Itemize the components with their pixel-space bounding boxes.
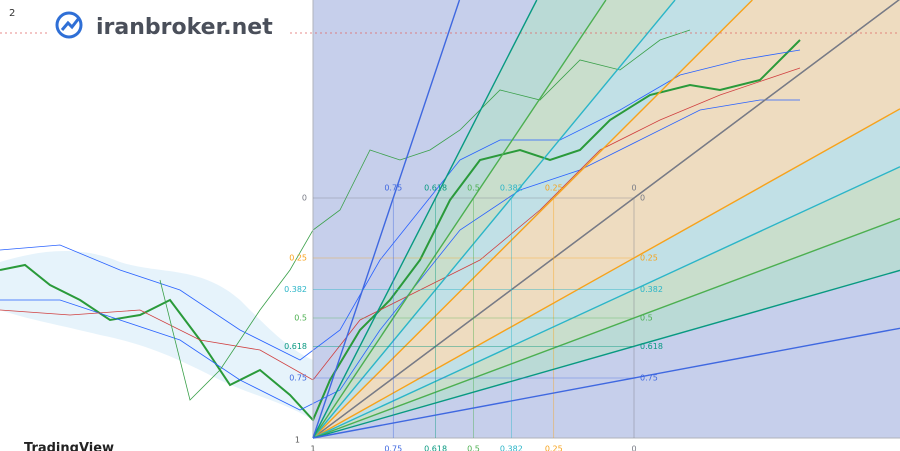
price-candles	[0, 39, 801, 422]
level-label-bottom: 0.5	[467, 445, 480, 451]
level-label-bottom: 0.618	[424, 445, 447, 451]
kijun-line	[0, 67, 801, 381]
level-label-top: 0.75	[384, 184, 402, 193]
level-label-top: 0.382	[500, 184, 523, 193]
fan-line	[312, 0, 753, 439]
level-label-right: 0.5	[640, 314, 653, 323]
fan-line	[312, 108, 900, 439]
level-label-right: 0.618	[640, 342, 663, 351]
level-label-right: 0.25	[640, 254, 658, 263]
fan-line	[312, 0, 900, 439]
level-label-bottom: 0.382	[500, 445, 523, 451]
fan-line	[312, 0, 461, 439]
fan-line	[312, 0, 676, 439]
level-label-top: 0.25	[545, 184, 563, 193]
level-label-left: 0	[302, 194, 307, 203]
level-label-right: 0.75	[640, 374, 658, 383]
level-label-top: 0.5	[467, 184, 480, 193]
origin-label-bottom: 1	[310, 445, 315, 451]
level-label-right: 0	[640, 194, 645, 203]
fan-line	[312, 166, 900, 439]
logo-arrow	[60, 17, 81, 31]
logo-text: iranbroker.net	[96, 15, 273, 40]
fan-line	[312, 327, 900, 439]
level-label-bottom: 0.75	[384, 445, 402, 451]
fan-line	[312, 269, 900, 439]
fan-lines	[312, 0, 900, 439]
level-label-left: 0.25	[289, 254, 307, 263]
level-label-left: 0.5	[294, 314, 307, 323]
logo-box	[48, 6, 288, 42]
ichimoku-cloud	[0, 251, 313, 420]
fan-line	[312, 0, 607, 439]
level-label-left: 0.382	[284, 285, 307, 294]
level-label-left: 0.75	[289, 374, 307, 383]
fan-line	[312, 217, 900, 439]
level-label-top: 0.618	[424, 184, 447, 193]
origin-label: 1	[295, 436, 300, 445]
badge: 2	[9, 8, 15, 19]
logo-icon	[55, 11, 83, 39]
level-label-top: 0	[631, 184, 636, 193]
level-label-right: 0.382	[640, 285, 663, 294]
chikou-line	[159, 29, 691, 401]
level-label-left: 0.618	[284, 342, 307, 351]
bollinger-upper	[0, 49, 801, 361]
watermark: TradingView	[24, 441, 114, 451]
fan-line	[312, 0, 538, 439]
level-label-bottom: 0	[631, 445, 636, 451]
bollinger-lower	[0, 99, 800, 411]
level-label-bottom: 0.25	[545, 445, 563, 451]
